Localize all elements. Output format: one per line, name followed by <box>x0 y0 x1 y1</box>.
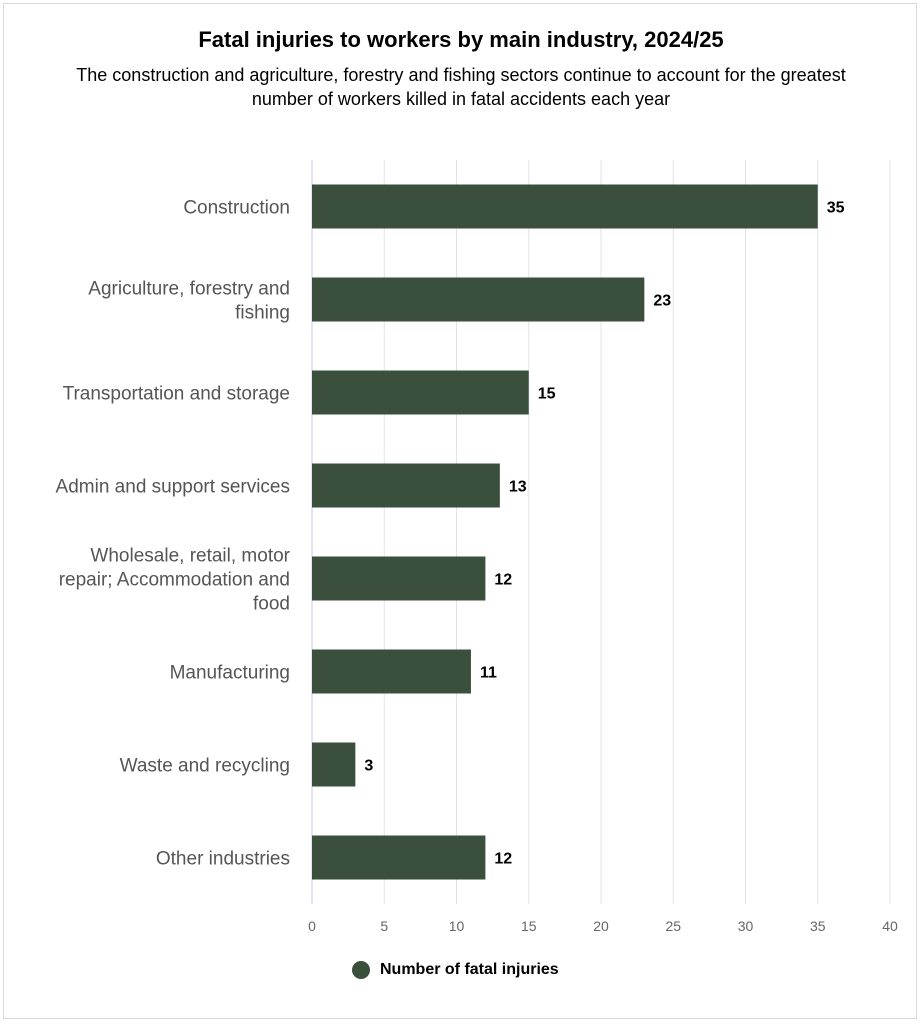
chart-title: Fatal injuries to workers by main indust… <box>198 27 724 52</box>
category-label-line: Transportation and storage <box>63 384 290 405</box>
category-label: Admin and support services <box>56 477 290 498</box>
legend[interactable]: Number of fatal injuries <box>352 961 559 979</box>
bar <box>312 835 486 880</box>
category-label-line: Wholesale, retail, motor <box>90 546 290 567</box>
x-tick-label: 35 <box>810 918 826 934</box>
category-label: Waste and recycling <box>120 756 290 777</box>
category-label-line: Agriculture, forestry and <box>88 279 290 300</box>
category-label-line: Admin and support services <box>56 477 290 498</box>
category-label: Construction <box>183 198 290 219</box>
x-tick-label: 25 <box>665 918 681 934</box>
x-tick-label: 10 <box>449 918 465 934</box>
x-tick-label: 5 <box>380 918 388 934</box>
bar-value-label: 23 <box>653 293 671 310</box>
bar <box>312 649 471 694</box>
category-label-line: fishing <box>235 303 290 324</box>
bar <box>312 556 486 601</box>
x-tick-label: 20 <box>593 918 609 934</box>
legend-label: Number of fatal injuries <box>380 961 559 978</box>
category-label: Wholesale, retail, motor repair; Accommod… <box>59 546 291 615</box>
bar-value-label: 35 <box>827 200 845 217</box>
category-label-line: Construction <box>183 198 290 219</box>
category-label-line: Manufacturing <box>170 663 290 684</box>
x-tick-label: 40 <box>882 918 898 934</box>
bar-value-label: 3 <box>364 758 373 775</box>
legend-marker <box>352 961 370 979</box>
category-label-line: Other industries <box>156 849 290 870</box>
bar <box>312 370 529 415</box>
category-label-line: food <box>253 594 290 615</box>
category-label-line: Waste and recycling <box>120 756 290 777</box>
bar <box>312 277 645 322</box>
bar-value-label: 12 <box>494 572 512 589</box>
bar-value-label: 11 <box>480 665 497 682</box>
bar-value-label: 13 <box>509 479 527 496</box>
bar <box>312 184 818 229</box>
category-label: Transportation and storage <box>63 384 290 405</box>
category-label: Agriculture, forestry and fishing <box>88 279 290 324</box>
bar-value-label: 15 <box>538 386 556 403</box>
category-label-line: repair; Accommodation and <box>59 570 290 591</box>
category-label: Other industries <box>156 849 290 870</box>
bar <box>312 742 356 787</box>
x-tick-label: 30 <box>738 918 754 934</box>
category-label: Manufacturing <box>170 663 290 684</box>
bar <box>312 463 500 508</box>
chart-subtitle: The construction and agriculture, forest… <box>76 65 846 109</box>
x-tick-label: 15 <box>521 918 537 934</box>
x-tick-label: 0 <box>308 918 316 934</box>
bar-value-label: 12 <box>494 851 512 868</box>
